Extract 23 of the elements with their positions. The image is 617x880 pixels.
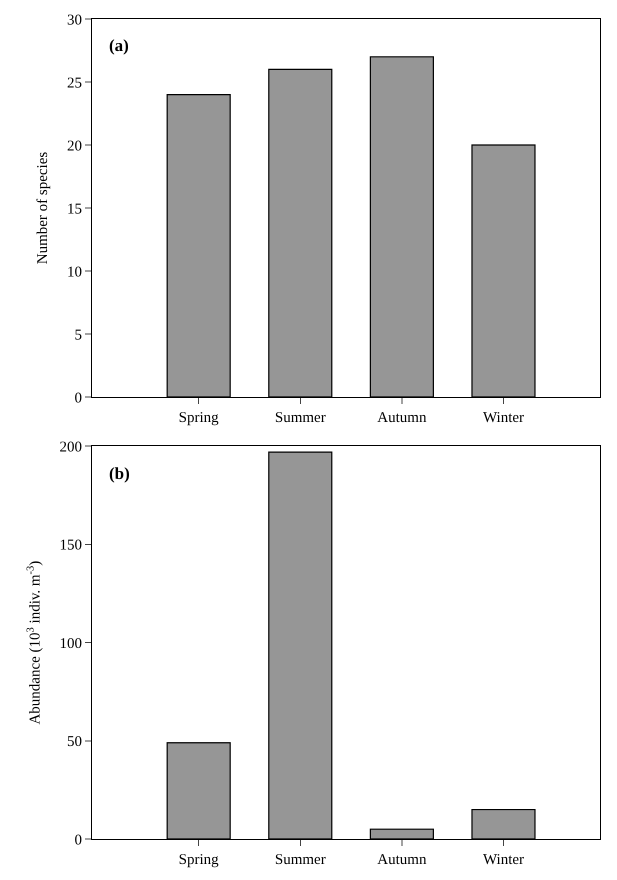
y-tick-label: 0 (74, 390, 82, 406)
y-tick-label: 100 (60, 636, 82, 652)
x-tick-label: Winter (482, 852, 524, 868)
y-tick-label: 200 (60, 439, 82, 456)
annotation: (b) (109, 464, 130, 483)
y-tick-label: 15 (67, 201, 82, 218)
y-tick-label: 5 (74, 327, 82, 344)
y-tick-label: 30 (67, 12, 82, 28)
x-tick-label: Autumn (377, 852, 427, 868)
x-tick-label: Spring (178, 852, 220, 868)
y-tick-label: 150 (60, 538, 82, 554)
y-tick-label: 50 (67, 734, 82, 750)
y-tick-label: 20 (67, 138, 82, 154)
x-tick-label: Spring (178, 410, 220, 426)
x-tick-label: Summer (274, 410, 326, 426)
y-tick-label: 10 (67, 264, 82, 280)
x-tick-label: Autumn (377, 410, 427, 426)
y-tick-label: 0 (74, 832, 82, 848)
annotation: (a) (109, 36, 129, 55)
y-axis-title: Number of species (35, 152, 52, 264)
x-tick-label: Summer (274, 852, 326, 868)
y-tick-label: 25 (67, 75, 82, 92)
x-tick-label: Winter (482, 410, 524, 426)
